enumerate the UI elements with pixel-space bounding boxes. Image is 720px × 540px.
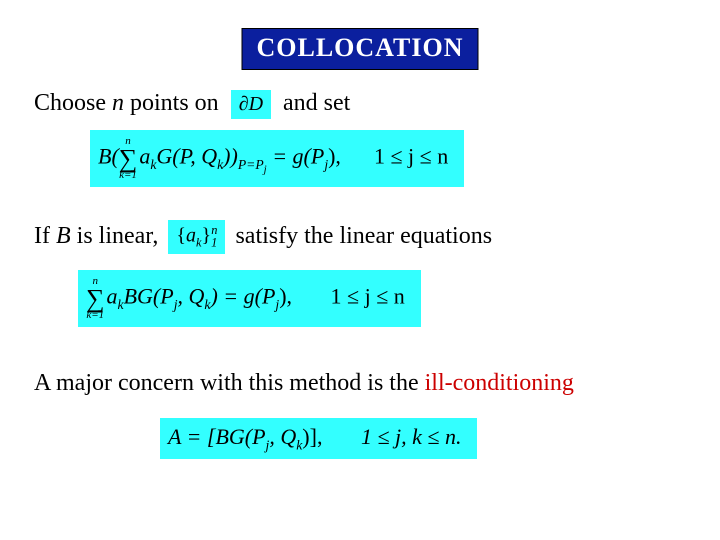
text: satisfy the linear equations [235,223,492,250]
slide: COLLOCATION Choose n points on ∂D and se… [0,0,720,540]
boundary-symbol: ∂D [231,90,271,119]
equation-1: B( n ∑ k=1 akG(P, Qk))P=Pj = g(Pj), 1 ≤ … [90,130,464,187]
ill-conditioning-text: ill-conditioning [425,370,574,396]
coeff-set: {ak}1n [168,220,225,254]
text: and set [283,90,350,117]
equation-2: n ∑ k=1 akBG(Pj, Qk) = g(Pj), 1 ≤ j ≤ n [78,270,421,327]
sum-symbol: n ∑ k=1 [86,276,105,321]
text: Choose n points on [34,90,219,117]
text: If B is linear, [34,223,158,250]
slide-title: COLLOCATION [257,33,464,62]
title-box: COLLOCATION [242,28,479,70]
if-linear-line: If B is linear, {ak}1n satisfy the linea… [34,220,492,254]
sum-symbol: n ∑ k=1 [119,136,138,181]
ill-conditioning-line: A major concern with this method is the … [34,370,574,397]
choose-points-line: Choose n points on ∂D and set [34,90,350,119]
text: A major concern with this method is the [34,370,425,396]
equation-3: A = [BG(Pj, Qk)], 1 ≤ j, k ≤ n. [160,418,477,459]
